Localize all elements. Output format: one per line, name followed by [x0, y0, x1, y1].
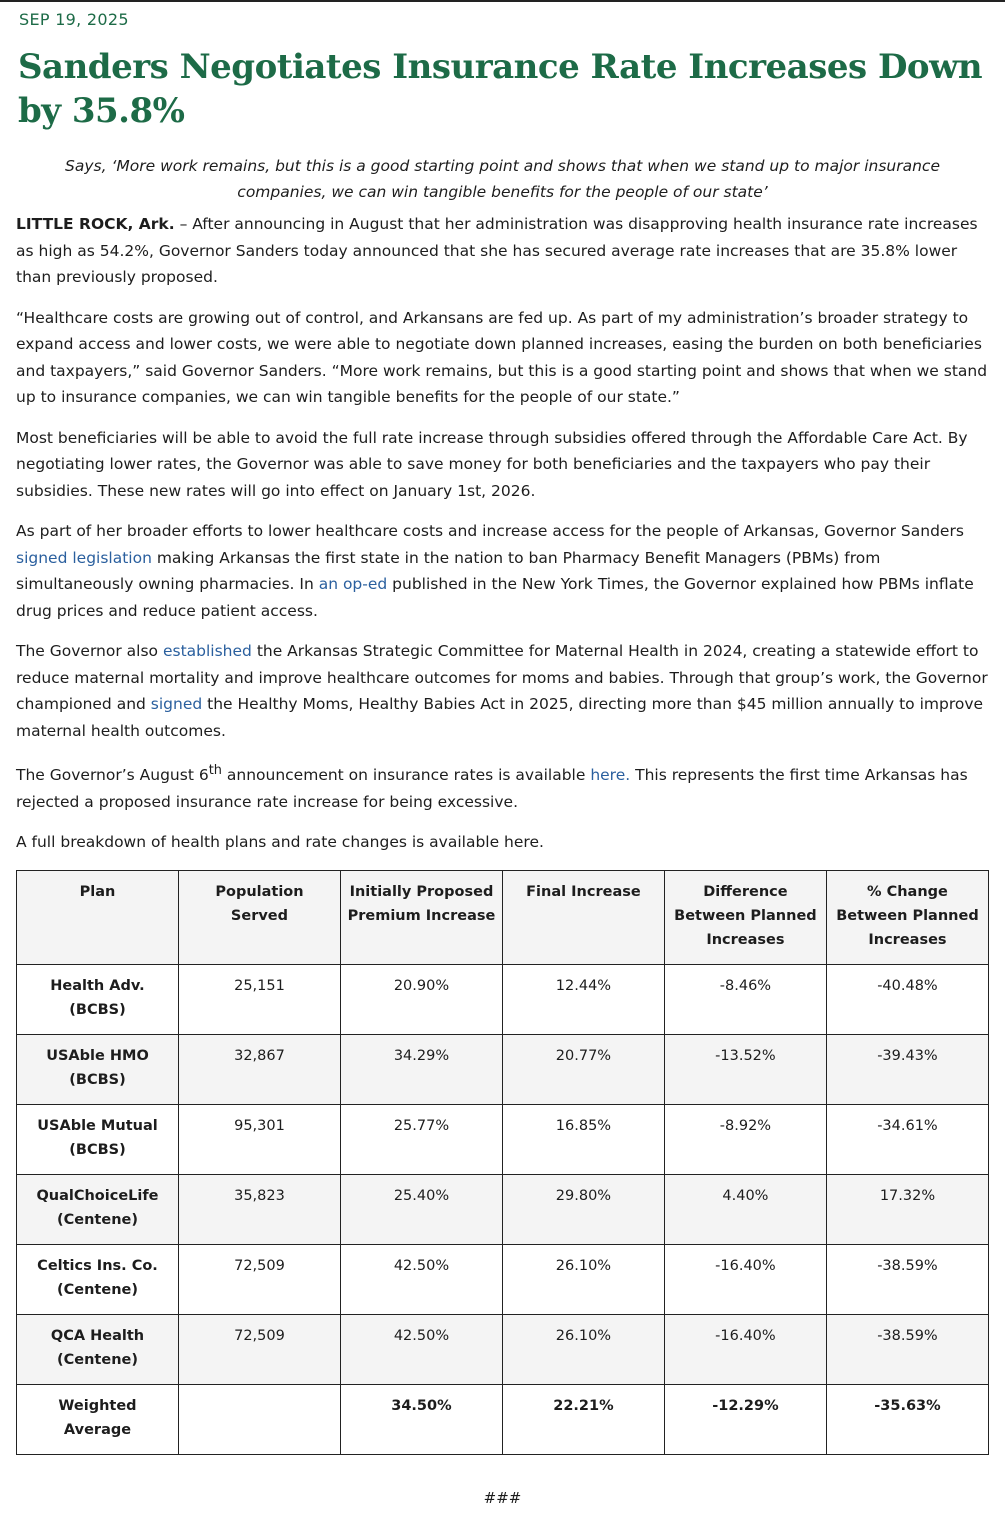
table-cell: 25.40% [339, 1173, 503, 1245]
article-date: SEP 19, 2025 [19, 10, 129, 29]
table-cell: -39.43% [825, 1033, 990, 1105]
table-cell: 12.44% [501, 963, 665, 1035]
paragraph-text: The Governor also [16, 642, 163, 660]
table-cell: 26.10% [501, 1243, 665, 1315]
table-cell: 4.40% [663, 1173, 827, 1245]
plan-name-cell: QCA Health (Centene) [16, 1313, 179, 1385]
paragraph-text: published in the New York Times, the Gov… [16, 575, 974, 620]
table-cell: 42.50% [339, 1313, 503, 1385]
end-mark: ### [483, 1488, 522, 1507]
plan-name-cell: Health Adv. (BCBS) [16, 963, 179, 1035]
table-cell [177, 1383, 341, 1455]
table-row: USAble HMO (BCBS) 32,867 34.29% 20.77% -13.5… [16, 1033, 990, 1105]
paragraph-2: “Healthcare costs are growing out of con… [16, 308, 988, 407]
paragraph-4: As part of her broader efforts to lower … [16, 518, 989, 624]
column-header: Plan [16, 869, 179, 965]
table-row: QCA Health (Centene) 72,509 42.50% 26.10% -1… [16, 1313, 990, 1385]
column-header: Population Served [177, 869, 341, 965]
table-cell: -38.59% [825, 1243, 990, 1315]
table-row: Celtics Ins. Co. (Centene) 72,509 42.50% 26… [16, 1243, 990, 1315]
table-cell: -35.63% [825, 1383, 990, 1455]
table-row: Health Adv. (BCBS) 25,151 20.90% 12.44% -8.4… [16, 963, 990, 1035]
plan-name-cell: USAble Mutual (BCBS) [16, 1103, 179, 1175]
paragraph-text: The Governor’s August 6 [16, 766, 209, 785]
table-cell: 25,151 [177, 963, 341, 1035]
plan-name-cell: USAble HMO (BCBS) [16, 1033, 179, 1105]
table-row: USAble Mutual (BCBS) 95,301 25.77% 16.85% -8… [16, 1103, 990, 1175]
paragraph-7: A full breakdown of health plans and rat… [16, 833, 544, 852]
table-cell: 34.29% [339, 1033, 503, 1105]
table-cell: 25.77% [339, 1103, 503, 1175]
table-cell: -12.29% [663, 1383, 827, 1455]
table-cell: 22.21% [501, 1383, 665, 1455]
paragraph-text: – After announcing in August that her ad… [16, 215, 978, 286]
table-cell: 35,823 [177, 1173, 341, 1245]
paragraph-text: As part of her broader efforts to lower … [16, 522, 964, 540]
table-cell: -34.61% [825, 1103, 990, 1175]
subtitle: Says, ‘More work remains, but this is a … [65, 157, 940, 201]
plan-name-cell: QualChoiceLife (Centene) [16, 1173, 179, 1245]
table-cell: 20.77% [501, 1033, 665, 1105]
column-header: % Change Between Planned Increases [825, 869, 990, 965]
table-cell: 72,509 [177, 1243, 341, 1315]
table-cell: -16.40% [663, 1313, 827, 1385]
paragraph-1: LITTLE ROCK, Ark. – After announcing in … [16, 211, 989, 291]
table-row: Weighted Average 34.50% 22.21% -12.29% -35.6… [16, 1383, 990, 1455]
paragraph-6: The Governor’s August 6th announcement o… [16, 758, 989, 815]
table-cell: 26.10% [501, 1313, 665, 1385]
paragraph-text: announcement on insurance rates is avail… [221, 766, 591, 785]
rate-table: Plan Population Served Initially Proposed … [16, 869, 990, 1455]
page-title: Sanders Negotiates Insurance Rate Increa… [18, 47, 983, 131]
table-cell: 95,301 [177, 1103, 341, 1175]
table-cell: 20.90% [339, 963, 503, 1035]
superscript: th [208, 763, 222, 778]
table-header-row: Plan Population Served Initially Proposed … [16, 869, 990, 965]
table-cell: 72,509 [177, 1313, 341, 1385]
table-cell: 29.80% [501, 1173, 665, 1245]
op-ed-link[interactable]: an op-ed [318, 575, 388, 593]
table-row: QualChoiceLife (Centene) 35,823 25.40% 29.8… [16, 1173, 990, 1245]
table-cell: -40.48% [825, 963, 990, 1035]
plan-name-cell: Weighted Average [16, 1383, 179, 1455]
signed-link[interactable]: signed [150, 695, 203, 713]
here-link[interactable]: here. [590, 766, 631, 785]
table-cell: -8.92% [663, 1103, 827, 1175]
paragraph-text: making Arkansas the first state in the n… [16, 548, 881, 594]
paragraph-text: This represents the first time Arkansas … [16, 766, 968, 811]
table-cell: -38.59% [825, 1313, 990, 1385]
table-cell: -8.46% [663, 963, 827, 1035]
table-cell: -16.40% [663, 1243, 827, 1315]
paragraph-text: the Arkansas Strategic Committee for Mat… [16, 642, 988, 713]
table-cell: -13.52% [663, 1033, 827, 1105]
table-cell: 34.50% [339, 1383, 503, 1455]
paragraph-5: The Governor also established the Arkans… [16, 638, 989, 744]
paragraph-text: the Healthy Moms, Healthy Babies Act in … [16, 695, 984, 740]
paragraph-3: Most beneficiaries will be able to avoid… [16, 428, 968, 500]
signed-legislation-link[interactable]: signed legislation [16, 548, 152, 567]
dateline: LITTLE ROCK, Ark. [16, 215, 175, 233]
column-header: Initially Proposed Premium Increase [339, 869, 503, 965]
established-link[interactable]: established [162, 642, 252, 660]
table-cell: 16.85% [501, 1103, 665, 1175]
column-header: Final Increase [501, 869, 665, 965]
column-header: Difference Between Planned Increases [663, 869, 827, 965]
table-cell: 17.32% [825, 1173, 990, 1245]
table-cell: 32,867 [177, 1033, 341, 1105]
plan-name-cell: Celtics Ins. Co. (Centene) [16, 1243, 179, 1315]
table-cell: 42.50% [339, 1243, 503, 1315]
